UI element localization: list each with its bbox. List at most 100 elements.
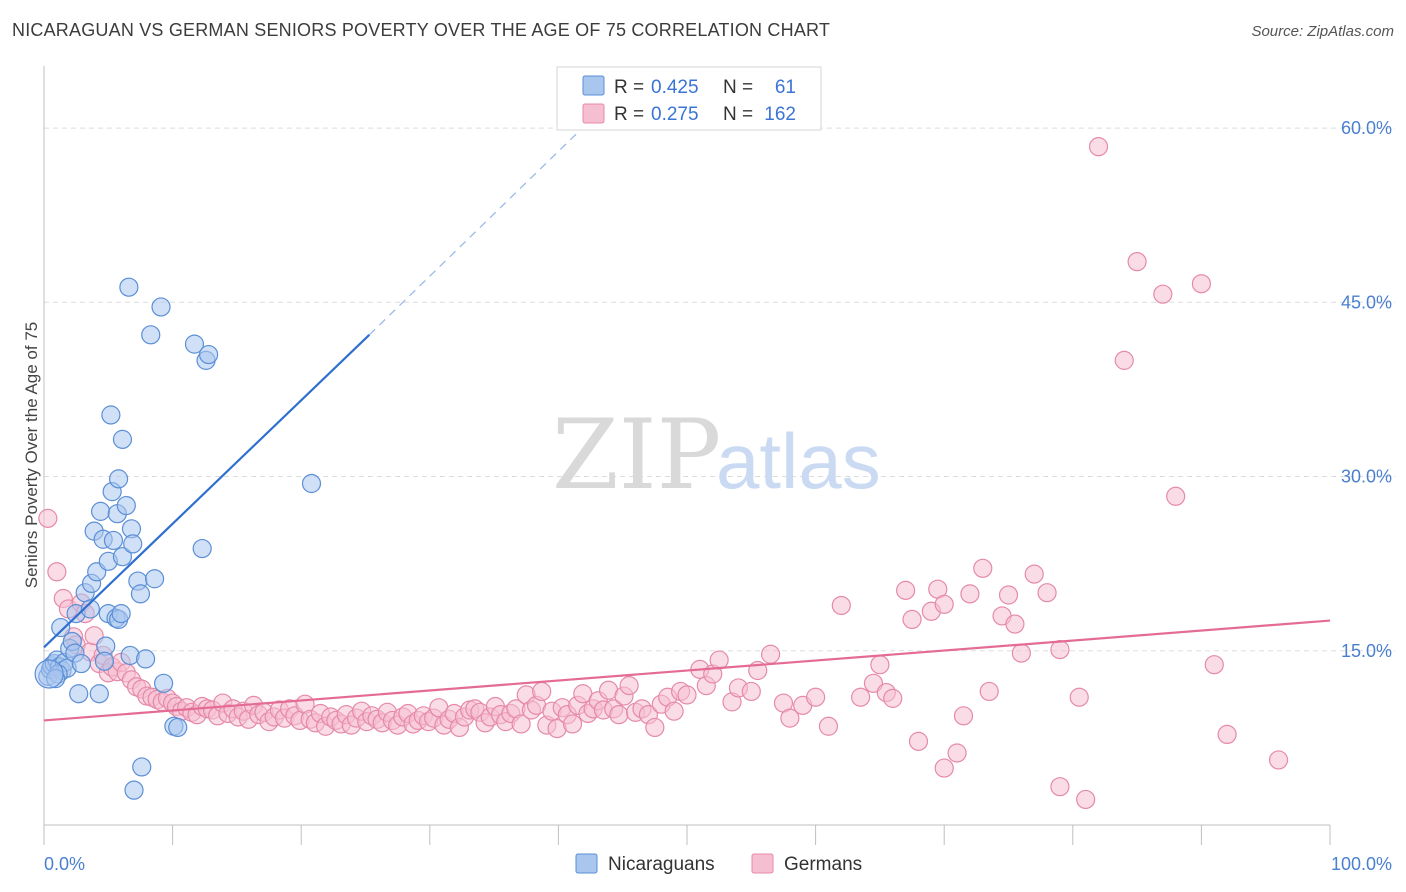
germans-point [934,758,954,778]
germans-point [1166,486,1186,506]
nicaraguans-point [119,277,139,297]
legend-n-value-0: 61 [775,77,796,98]
nicaraguans-point [111,603,131,624]
germans-point [902,609,922,630]
bottom-legend-swatch-germans [751,853,774,874]
y-tick-label: 15.0% [1341,641,1392,661]
bottom-legend-swatch-nicaraguans [575,853,598,874]
watermark-atlas: atlas [716,417,881,505]
nicaraguans-point [301,473,322,494]
germans-point [1217,724,1237,745]
germans-point [953,706,974,726]
germans-point [818,716,839,736]
bottom-legend: Nicaraguans Germans [575,853,862,875]
nicaraguans-point [192,538,212,559]
legend-r-value-0: 0.425 [651,77,699,98]
germans-point [896,580,916,600]
x-tick-label: 0.0% [44,854,85,874]
nicaraguans-point [90,501,111,521]
y-tick-label: 60.0% [1341,118,1392,138]
germans-point [1204,655,1224,675]
nicaraguans-point [124,780,144,800]
nicaraguans-point [151,297,171,317]
germans-point [1127,252,1147,272]
germans-point [934,594,954,614]
germans-point [1050,777,1070,797]
germans-point [960,584,980,604]
tick-labels: 15.0% 30.0% 45.0% 60.0% 0.0% 100.0% [44,118,1392,874]
nicaraguans-trendline-extension [368,133,577,336]
nicaraguans-point [168,717,188,738]
nicaraguans-point [141,325,161,345]
nicaraguans-point [108,469,129,489]
gridlines [44,127,1395,652]
germans-point [1069,687,1089,707]
nicaraguans-point [103,530,124,551]
nicaraguans-point [69,684,89,704]
nicaraguans-point [89,684,109,704]
legend-r-label-1: R = [614,104,644,125]
nicaraguans-point [116,495,136,516]
germans-point [883,688,903,708]
germans-point [863,673,884,693]
nicaraguans-point [199,344,219,365]
legend-n-label-0: N = [723,77,753,98]
bottom-legend-label-nicaraguans: Nicaraguans [608,854,715,875]
germans-point [532,681,552,702]
germans-point [709,650,729,670]
germans-point [1050,640,1070,660]
legend: R = 0.425 N = 61 R = 0.275 N = 162 [556,66,822,131]
nicaraguans-point [112,547,133,567]
legend-swatch-nicaraguans [582,75,605,96]
germans-point [1088,137,1109,157]
germans-point [947,743,967,763]
germans-point [1024,564,1044,584]
germans-point [1268,750,1289,770]
germans-point [780,708,800,728]
nicaraguans-point [130,584,151,604]
nicaraguans-point [101,405,121,425]
bottom-legend-label-germans: Germans [784,854,862,875]
germans-point [1011,643,1031,663]
nicaraguans-point [135,649,156,669]
germans-point [805,687,826,707]
y-tick-label: 30.0% [1341,467,1392,487]
germans-point [760,644,781,664]
nicaraguans-point [51,617,71,638]
nicaraguans-point [132,757,152,777]
watermark-zip: ZIP [552,399,721,511]
nicaraguans-point [34,659,64,689]
germans-point [741,681,761,702]
germans-point [979,681,999,702]
legend-r-label-0: R = [614,77,644,98]
chart-title: NICARAGUAN VS GERMAN SENIORS POVERTY OVE… [12,20,831,40]
nicaraguans-point [153,673,174,693]
y-tick-label: 45.0% [1341,292,1392,312]
legend-swatch-germans [582,103,605,124]
x-tick-label: 100.0% [1331,854,1392,874]
y-axis-title: Seniors Poverty Over the Age of 75 [22,322,41,588]
germans-point [511,714,531,734]
nicaraguans-point [71,653,91,674]
legend-n-value-1: 162 [764,104,796,125]
nicaraguans-trendline [43,334,371,649]
germans-point [1005,614,1025,634]
nicaraguans-point [123,534,143,554]
nicaraguans-points [34,277,322,800]
nicaraguans-point [112,429,133,449]
legend-n-label-1: N = [723,104,753,125]
germans-point [973,558,993,578]
nicaraguans-point [80,599,100,619]
germans-point [1037,583,1057,603]
germans-point [645,717,665,738]
watermark: ZIP atlas [552,399,881,511]
germans-point [664,701,684,721]
nicaraguans-point [94,651,115,671]
germans-point [1076,789,1096,810]
germans-point [609,705,629,725]
germans-point [1114,350,1134,370]
germans-point [998,585,1019,605]
nicaraguans-point [184,334,205,354]
germans-point [870,655,890,675]
